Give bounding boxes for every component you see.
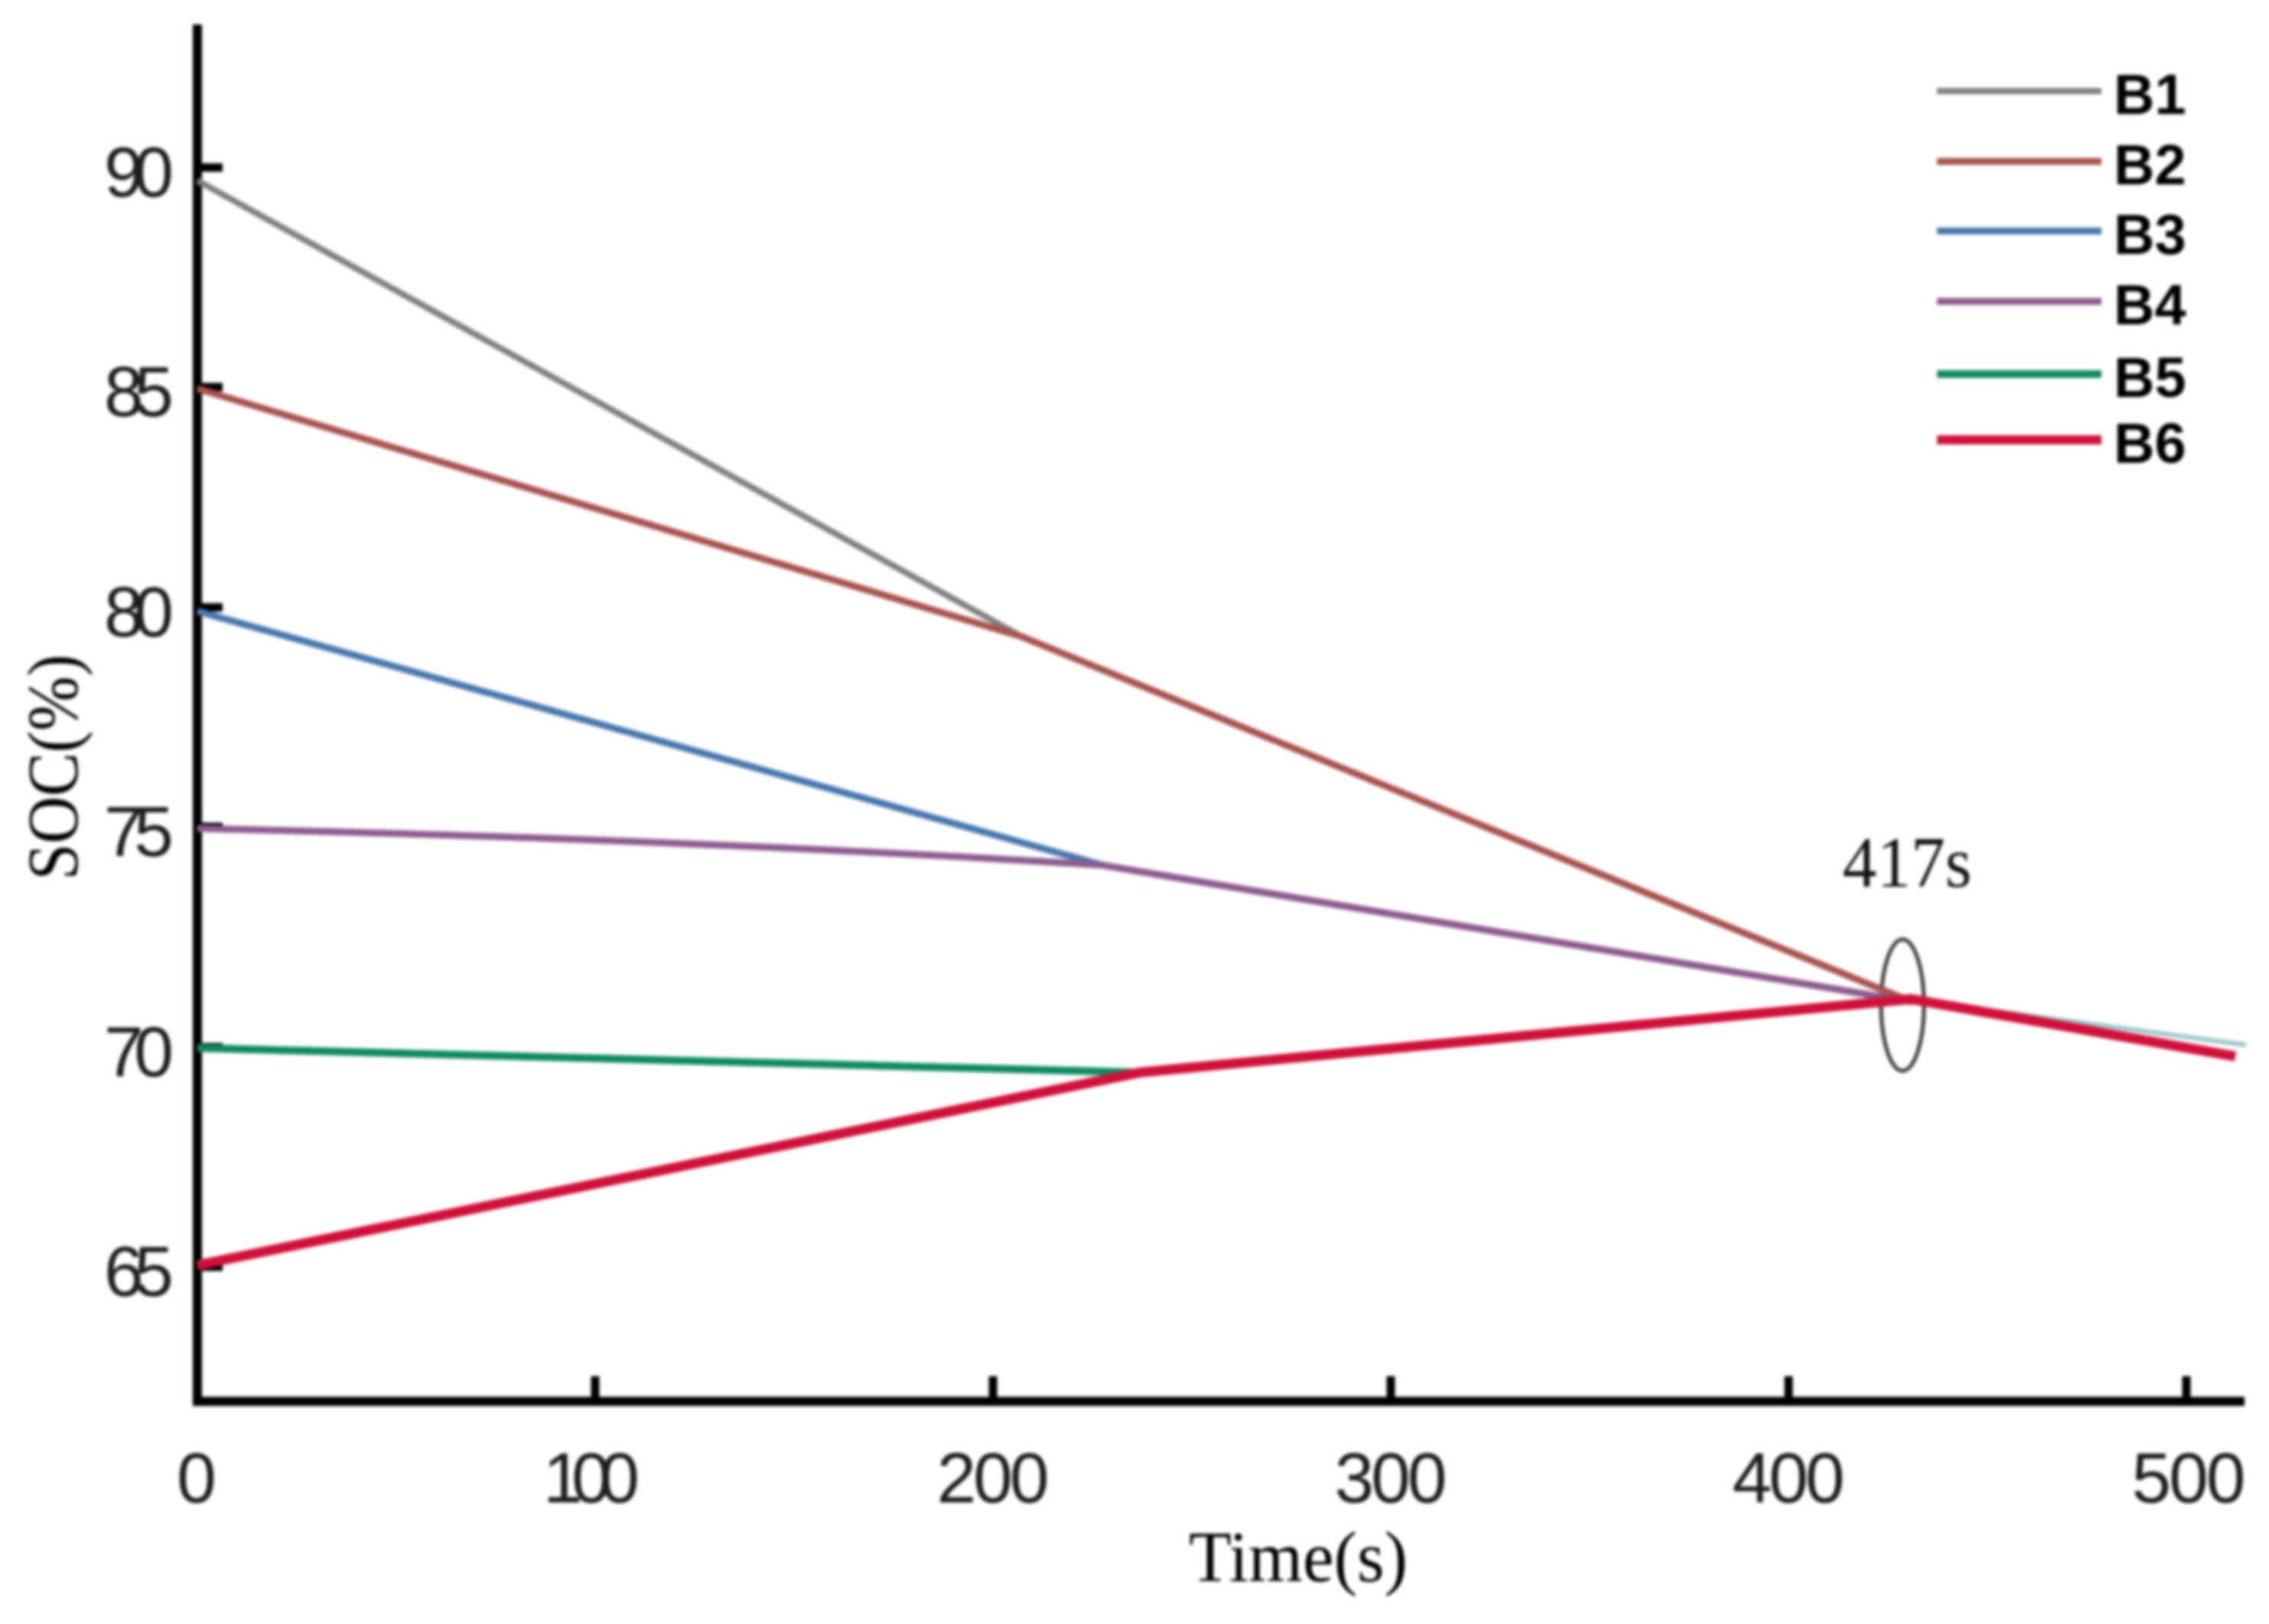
svg-text:Time(s): Time(s) xyxy=(1189,1518,1408,1597)
svg-text:75: 75 xyxy=(104,792,174,871)
svg-text:B3: B3 xyxy=(2114,203,2186,266)
svg-text:SOC(%): SOC(%) xyxy=(14,655,93,880)
svg-text:300: 300 xyxy=(1335,1438,1447,1518)
svg-text:B2: B2 xyxy=(2114,133,2186,197)
svg-text:B1: B1 xyxy=(2114,63,2186,126)
svg-text:500: 500 xyxy=(2132,1438,2246,1518)
svg-text:100: 100 xyxy=(543,1438,640,1518)
svg-text:B6: B6 xyxy=(2114,412,2186,475)
svg-text:85: 85 xyxy=(104,352,174,431)
svg-text:65: 65 xyxy=(104,1232,174,1311)
svg-text:B4: B4 xyxy=(2114,273,2186,337)
svg-text:400: 400 xyxy=(1733,1438,1845,1518)
svg-text:70: 70 xyxy=(104,1012,174,1092)
svg-text:B5: B5 xyxy=(2114,346,2186,409)
svg-text:417s: 417s xyxy=(1843,823,1972,903)
svg-text:200: 200 xyxy=(937,1438,1050,1518)
svg-text:90: 90 xyxy=(104,132,174,212)
svg-text:0: 0 xyxy=(177,1438,216,1518)
svg-text:80: 80 xyxy=(104,572,174,652)
